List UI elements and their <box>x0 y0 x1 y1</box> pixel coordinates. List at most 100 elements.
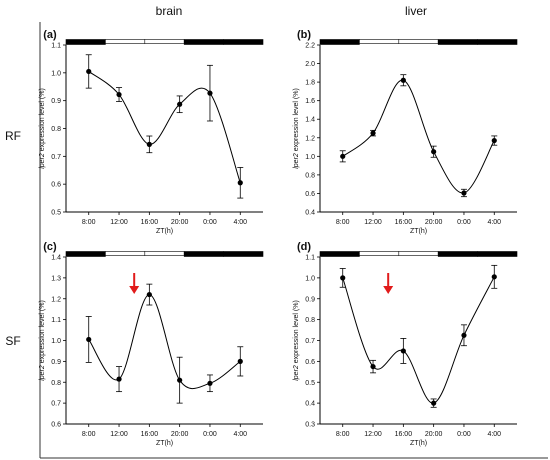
row-label-sf: SF <box>5 334 20 348</box>
x-axis-label: ZT(h) <box>156 440 173 447</box>
x-tick-label: 0:00 <box>203 219 217 226</box>
y-tick-label: 0.6 <box>305 191 315 198</box>
y-axis-label: lper2 expression level (%) <box>293 300 300 381</box>
data-point <box>116 376 122 382</box>
chart-panel-d: 0.3 0.4 0.5 0.6 0.7 0.8 0.9 1.0 1.1 8:00 12:00 16:0… <box>293 241 518 447</box>
data-point <box>207 380 213 386</box>
y-tick-label: 0.6 <box>305 359 315 366</box>
light-dark-bar-segment <box>144 251 185 256</box>
data-point <box>431 149 437 155</box>
row-label-rf: RF <box>5 129 21 143</box>
data-point <box>146 291 152 298</box>
column-title-brain: brain <box>156 4 183 18</box>
y-tick-label: 1.0 <box>305 275 315 282</box>
x-tick-label: 20:00 <box>171 219 189 226</box>
light-dark-bar-segment <box>65 251 106 257</box>
x-tick-label: 16:00 <box>141 431 159 438</box>
x-tick-label: 16:00 <box>141 219 159 226</box>
y-tick-label: 0.9 <box>51 98 61 105</box>
y-tick-label: 0.3 <box>305 422 315 429</box>
data-point <box>431 400 437 406</box>
x-axis-label: ZT(h) <box>410 440 427 447</box>
light-dark-bar-segment <box>183 251 224 257</box>
y-tick-label: 1.0 <box>51 70 61 77</box>
y-tick-label: 1.4 <box>51 255 61 262</box>
x-tick-label: 20:00 <box>425 431 443 438</box>
x-tick-label: 4:00 <box>487 431 501 438</box>
red-arrow-icon <box>383 273 394 294</box>
data-point <box>86 68 92 75</box>
y-tick-label: 1.3 <box>51 275 61 282</box>
light-dark-bar-segment <box>359 251 400 256</box>
x-tick-label: 0:00 <box>457 219 471 226</box>
x-tick-label: 12:00 <box>110 431 128 438</box>
light-dark-bar-segment <box>223 39 264 45</box>
x-tick-label: 8:00 <box>82 219 96 226</box>
y-tick-label: 1.2 <box>305 135 315 142</box>
y-tick-label: 0.8 <box>305 172 315 179</box>
data-point <box>461 332 467 338</box>
y-axis-label: lper2 expression level (%) <box>293 88 300 169</box>
y-tick-label: 1.0 <box>305 154 315 161</box>
light-dark-bar-segment <box>319 39 360 45</box>
x-tick-label: 12:00 <box>364 431 382 438</box>
light-dark-bar-segment <box>437 39 478 45</box>
data-point <box>340 275 346 281</box>
y-tick-label: 1.4 <box>305 117 315 124</box>
x-tick-label: 16:00 <box>395 219 413 226</box>
column-title-liver: liver <box>405 4 427 18</box>
light-dark-bar-segment <box>437 251 478 257</box>
y-tick-label: 0.7 <box>305 338 315 345</box>
light-dark-bar-segment <box>319 251 360 257</box>
series-line <box>88 71 241 183</box>
data-point <box>86 336 92 343</box>
y-tick-label: 2.2 <box>305 43 315 50</box>
y-tick-label: 2.0 <box>305 61 315 68</box>
panel-label: (c) <box>43 241 57 253</box>
data-point <box>177 101 183 107</box>
y-tick-label: 0.8 <box>51 126 61 133</box>
x-tick-label: 0:00 <box>457 431 471 438</box>
y-axis-label: lper2 expression level (%) <box>39 300 46 381</box>
light-dark-bar-segment <box>223 251 264 257</box>
y-tick-label: 1.8 <box>305 80 315 87</box>
x-tick-label: 4:00 <box>487 219 501 226</box>
data-point <box>207 90 213 96</box>
x-tick-label: 20:00 <box>425 219 443 226</box>
light-dark-bar-segment <box>183 39 224 45</box>
y-tick-label: 0.5 <box>305 380 315 387</box>
panel-label: (d) <box>297 241 311 253</box>
series-line <box>342 276 495 404</box>
y-tick-label: 0.4 <box>305 210 315 217</box>
x-tick-label: 8:00 <box>336 219 350 226</box>
data-point <box>146 141 152 147</box>
x-tick-label: 0:00 <box>203 431 217 438</box>
light-dark-bar-segment <box>398 251 439 256</box>
y-tick-label: 0.6 <box>51 422 61 429</box>
y-tick-label: 0.9 <box>51 359 61 366</box>
data-point <box>400 348 406 354</box>
data-point <box>400 77 406 83</box>
data-point <box>370 363 376 370</box>
light-dark-bar-segment <box>65 39 106 45</box>
panels: 0.5 0.6 0.7 0.8 0.9 1.0 1.1 8:00 12:00 16:00 20:00… <box>39 29 518 447</box>
y-tick-label: 0.7 <box>51 154 61 161</box>
red-arrow-icon <box>129 273 140 294</box>
data-point <box>461 190 467 196</box>
data-point <box>370 130 376 136</box>
y-tick-label: 1.2 <box>51 296 61 303</box>
y-tick-label: 0.8 <box>51 380 61 387</box>
light-dark-bar-segment <box>477 39 518 45</box>
x-tick-label: 4:00 <box>233 219 247 226</box>
data-point <box>177 377 183 383</box>
data-point <box>491 137 497 144</box>
y-tick-label: 0.7 <box>51 401 61 408</box>
light-dark-bar-segment <box>359 39 400 44</box>
chart-panel-c: 0.6 0.7 0.8 0.9 1.0 1.1 1.2 1.3 1.4 8:00 12:00 16:0… <box>39 241 264 447</box>
data-point <box>237 358 243 364</box>
light-dark-bar-segment <box>105 251 146 256</box>
y-tick-label: 0.8 <box>305 317 315 324</box>
x-tick-label: 16:00 <box>395 431 413 438</box>
y-tick-label: 1.1 <box>305 255 315 262</box>
panel-label: (b) <box>297 29 311 41</box>
